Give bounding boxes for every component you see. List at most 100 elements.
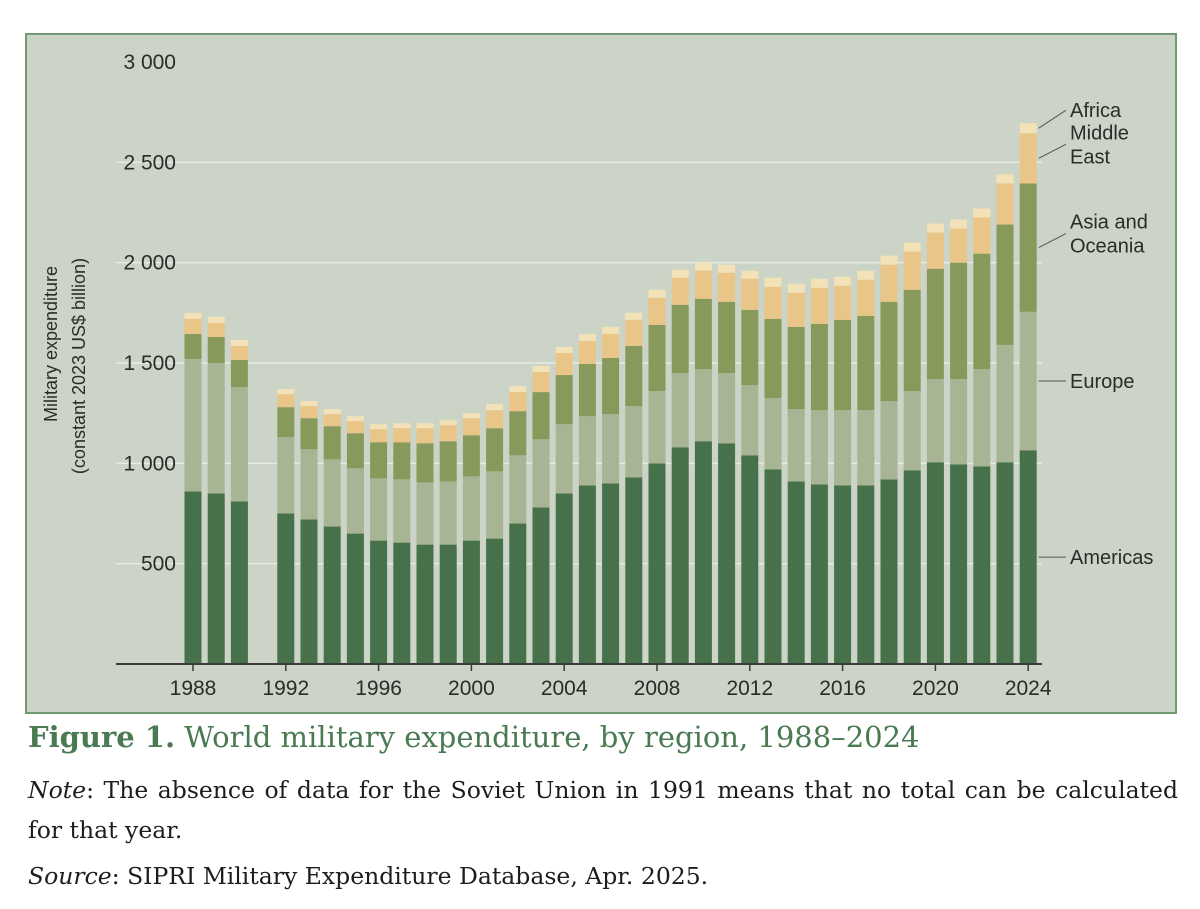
bar-segment [230,387,248,502]
bar-segment [857,410,875,486]
legend-label: East [1070,146,1110,168]
bar-segment [439,481,457,545]
bar-segment [973,466,991,664]
bar-segment [926,462,944,664]
bar-segment [671,277,689,305]
bar-segment [393,428,411,443]
bar-segment [439,420,457,426]
bar-segment [602,326,620,334]
bar-segment [416,443,434,483]
bar-segment [486,410,504,429]
bar-segment [416,482,434,545]
bar-segment [184,333,202,359]
bar-segment [996,462,1014,664]
bar-segment [625,345,643,407]
y-tick-label: 2 500 [123,151,176,174]
legend-label: Americas [1070,547,1153,569]
bar-segment [741,278,759,310]
bar-segment [578,485,596,664]
bar-segment [857,315,875,411]
bar-segment [393,442,411,480]
x-axis-ticks: 1988 1992 1996 2000 2004 2008 2012 2016 2020 2024 [170,664,1052,700]
source-text: : SIPRI Military Expenditure Database, A… [111,862,709,890]
bar-segment [810,410,828,485]
bar-segment [393,479,411,543]
bar-segment [277,394,295,408]
bar-segment [323,409,341,415]
bar-segment [416,423,434,429]
bar-segment [926,232,944,269]
bar-segment [903,289,921,392]
bar-segment [578,364,596,417]
bar-segment [346,433,364,469]
bar-segment [996,344,1014,463]
legend-label: Oceania [1070,236,1145,258]
bar-segment [950,228,968,263]
bar-segment [323,526,341,664]
bar-segment [230,345,248,360]
bar-segment [996,174,1014,184]
bar-segment [764,286,782,319]
bar-segment [926,268,944,380]
bar-segment [509,411,527,456]
bar-segment [602,333,620,358]
bar-segment [1019,311,1037,451]
bar-segment [926,379,944,463]
bar-segment [532,372,550,393]
bar-segment [300,519,318,664]
x-tick-label: 1996 [355,677,402,700]
bar-segment [486,404,504,411]
bar-segment [996,183,1014,225]
bar-segment [1019,450,1037,664]
bar-segment [207,363,225,494]
x-tick-label: 2004 [541,677,588,700]
legend-leader-line [1038,143,1067,159]
bar-segment [230,359,248,388]
bar-segment [648,463,666,664]
bar-segment [810,323,828,411]
bar-segment [393,542,411,664]
bar-segment [764,318,782,399]
bar-segment [462,540,480,664]
figure-caption-title: World military expenditure, by region, 1… [184,720,920,754]
legend-label: Asia and [1070,212,1148,234]
bar-segment [370,429,388,443]
bar-segment [648,391,666,464]
bar-segment [694,270,712,299]
bar-segment [509,455,527,524]
bar-segment [671,304,689,374]
note-text: : The absence of data for the Soviet Uni… [28,776,1178,844]
bar-segment [509,523,527,664]
y-axis-title-line1: Military expenditure [41,266,61,422]
bar-segment [671,447,689,664]
bar-segment [880,401,898,480]
bar-segment [834,485,852,664]
y-tick-label: 2 000 [123,252,176,275]
x-tick-label: 2008 [634,677,681,700]
bar-segment [973,253,991,370]
bar-segment [834,276,852,286]
bar-segment [184,358,202,492]
bar-segment [625,312,643,320]
bar-segment [555,352,573,376]
x-tick-label: 2000 [448,677,495,700]
bar-segment [277,389,295,395]
bar-segment [370,540,388,664]
legend-leader-line [1038,109,1067,129]
bar-segment [718,264,736,273]
bar-segment [462,435,480,477]
x-tick-label: 1988 [170,677,217,700]
bar-segment [416,428,434,444]
bar-segment [439,441,457,482]
bar-segment [787,292,805,327]
bar-segment [810,484,828,664]
x-tick-label: 1992 [262,677,309,700]
bar-segment [300,401,318,407]
x-tick-label: 2020 [912,677,959,700]
x-tick-label: 2012 [726,677,773,700]
bar-segment [903,470,921,664]
bar-segment [1019,133,1037,184]
bar-segment [625,477,643,664]
bar-segment [857,270,875,280]
bar-segment [184,318,202,334]
